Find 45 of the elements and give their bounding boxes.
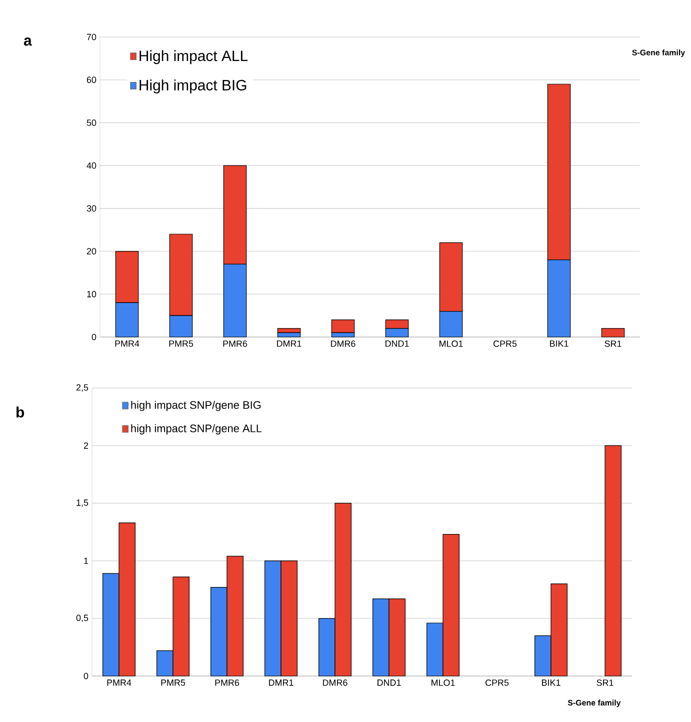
x-tick-label: PMR6 [223,340,248,347]
x-tick-label: DMR6 [323,680,348,686]
text: a [24,38,32,46]
x-tick-label: CPR5 [494,340,517,347]
y-tick-label: 1,5 [76,500,88,507]
bar [604,445,622,676]
y-tick-label: 2,5 [76,384,88,392]
x-tick-label: PMR5 [169,340,194,347]
x-tick-label: MLO1 [432,680,455,686]
x-tick-label: CPR5 [486,680,509,686]
bar [601,328,625,338]
legend-label: High impact ALL [140,50,248,64]
x-tick-label: PMR6 [215,680,240,686]
bar [331,320,355,334]
x-tick-label: SR1 [604,340,622,347]
legend-label: high impact SNP/gene BIG [131,400,261,412]
y-tick-label: 2 [84,442,88,449]
bar [277,328,301,334]
y-tick-label: 50 [86,120,96,126]
y-tick-label: 0,5 [76,614,88,622]
x-tick-label: DMR1 [277,340,302,347]
x-tick-label: PMR4 [115,340,140,347]
legend-label: high impact SNP/gene ALL [131,424,262,434]
y-tick-label: 40 [86,162,96,169]
y-tick-label: 0 [84,672,88,680]
x-tick-label: DMR6 [331,340,356,347]
x-tick-label: MLO1 [440,340,463,347]
x-tick-label: BIK1 [542,680,560,686]
text: b [16,406,24,418]
y-tick-label: 0 [92,334,96,340]
legend-label: High impact BIG [140,79,246,94]
x-tick-label: PMR4 [107,680,132,686]
y-tick-label: 60 [86,76,96,84]
y-tick-label: 20 [86,248,96,254]
x-tick-label: BIK1 [550,340,568,347]
x-tick-label: DMR1 [269,680,294,686]
bar [277,332,301,338]
x-tick-label: PMR5 [161,680,186,686]
y-tick-label: 70 [86,34,96,40]
y-tick-label: 30 [86,205,96,212]
x-tick-label: DND1 [378,680,401,686]
y-tick-label: 1 [84,558,88,564]
x-tick-label: DND1 [386,340,409,347]
y-tick-label: 10 [87,290,96,298]
x-tick-label: SR1 [596,680,614,686]
